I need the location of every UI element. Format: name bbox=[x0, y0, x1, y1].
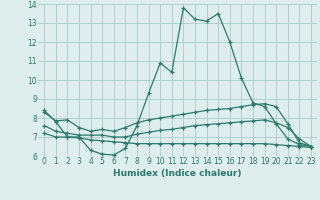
X-axis label: Humidex (Indice chaleur): Humidex (Indice chaleur) bbox=[113, 169, 242, 178]
